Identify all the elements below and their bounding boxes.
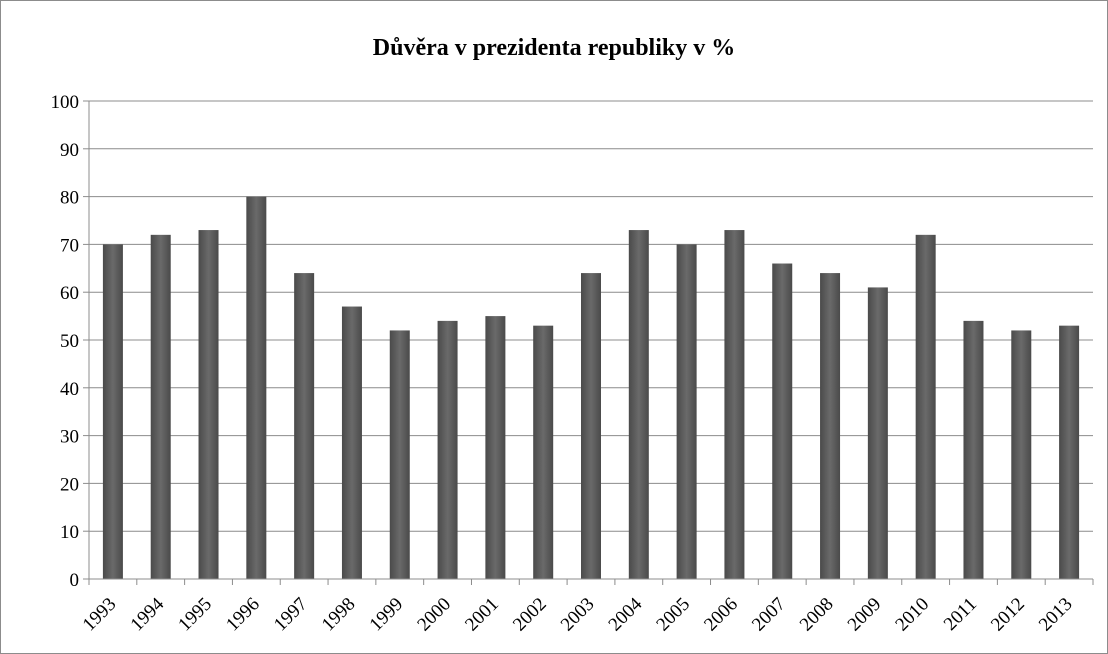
axes (83, 100, 1094, 585)
bar (676, 244, 697, 579)
y-tick-label: 0 (70, 570, 80, 591)
x-tick-label: 1998 (318, 594, 360, 636)
bar (246, 196, 267, 579)
y-tick-label: 100 (51, 92, 80, 113)
bar (628, 230, 649, 579)
x-tick-label: 2006 (700, 594, 742, 636)
y-tick-label: 40 (60, 379, 79, 400)
x-tick-label: 2009 (844, 594, 886, 636)
bar (198, 230, 219, 579)
bar (867, 287, 888, 579)
bar (150, 234, 171, 579)
x-tick-label: 2010 (891, 594, 933, 636)
y-tick-labels: 0 10 20 30 40 50 60 70 80 90 100 (51, 92, 80, 591)
x-tick-labels: 1993 1994 1995 1996 1997 1998 1999 2000 2001 2002… (79, 593, 1077, 635)
bar (389, 330, 410, 579)
bar (772, 263, 793, 579)
bar (533, 325, 554, 579)
x-tick-label: 1994 (127, 593, 169, 635)
bar (341, 306, 362, 579)
bar (915, 234, 936, 579)
y-tick-label: 50 (60, 331, 79, 352)
x-tick-label: 2013 (1035, 594, 1077, 636)
bar (1011, 330, 1032, 579)
x-tick-label: 2001 (461, 594, 503, 636)
y-tick-label: 30 (60, 427, 79, 448)
x-tick-label: 1999 (366, 594, 408, 636)
x-tick-label: 2005 (652, 594, 694, 636)
y-tick-label: 10 (60, 522, 79, 543)
x-tick-label: 2012 (987, 594, 1029, 636)
x-tick-label: 2004 (605, 593, 647, 635)
bar (820, 273, 841, 579)
y-tick-label: 70 (60, 235, 79, 256)
x-tick-label: 1995 (174, 594, 216, 636)
x-tick-label: 2003 (557, 594, 599, 636)
x-tick-label: 1996 (222, 594, 264, 636)
bar (963, 320, 984, 579)
x-tick-label: 2002 (509, 594, 551, 636)
bar (437, 320, 458, 579)
x-tick-label: 2011 (940, 594, 981, 635)
y-tick-label: 80 (60, 188, 79, 209)
y-tick-label: 90 (60, 140, 79, 161)
x-tick-label: 1997 (270, 594, 312, 636)
bar (724, 230, 745, 579)
bar (581, 273, 601, 579)
y-tick-label: 60 (60, 283, 79, 304)
bar (485, 316, 506, 579)
bar (1059, 325, 1080, 579)
x-tick-label: 2000 (413, 594, 455, 636)
x-tick-label: 2008 (796, 594, 838, 636)
x-tick-label: 1993 (79, 594, 121, 636)
chart-title: Důvěra v prezidenta republiky v % (372, 35, 736, 61)
bar (294, 273, 315, 579)
bars (102, 196, 1080, 579)
y-tick-label: 20 (60, 474, 79, 495)
bar (102, 244, 123, 579)
x-tick-label: 2007 (748, 594, 790, 636)
